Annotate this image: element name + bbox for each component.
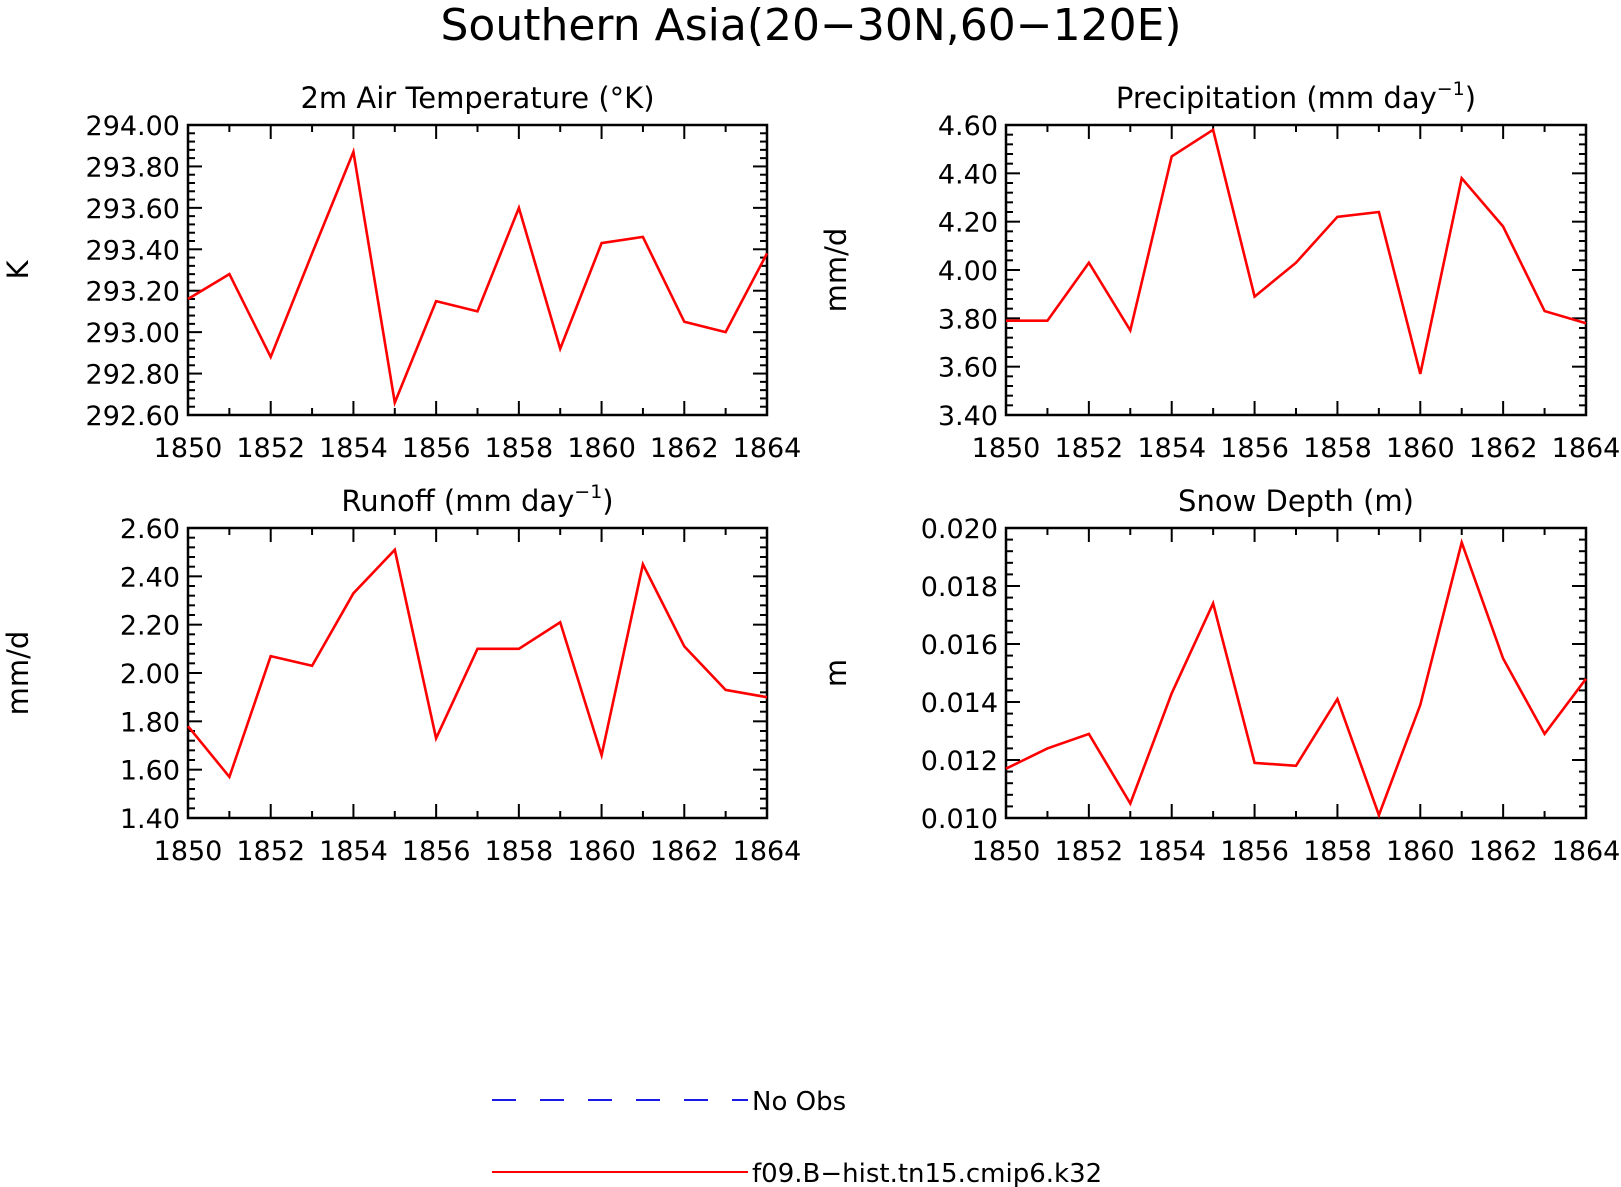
runoff-series-line [186,547,768,780]
temperature-series-line [187,147,769,408]
snow-depth-plot-frame [1004,526,1588,820]
precipitation-ytick-label: 4.40 [938,159,998,190]
snow-depth-ylabel: m [819,659,853,687]
precipitation-panel-title: Precipitation (mm day−1) [1116,78,1476,115]
precipitation-ytick-label: 3.80 [938,304,998,335]
precipitation-series-line [1006,127,1587,375]
snow-depth-xtick-label: 1850 [972,836,1041,867]
runoff-ytick-label: 2.40 [120,562,180,593]
temperature-panel-title: 2m Air Temperature (°K) [300,81,654,115]
precipitation-ytick-label: 3.60 [938,353,998,384]
snow-depth-series-line [1005,538,1588,819]
runoff-xtick-label: 1862 [650,836,719,867]
chart-panels: 1850 1852 1854 1856 1858 1860 1862 1864 292.60 29… [1,78,1620,867]
temperature-xtick-label: 1852 [236,433,305,464]
precipitation-xtick-label: 1858 [1303,433,1372,464]
precipitation-xtick-label: 1862 [1469,433,1538,464]
temperature-xtick-label: 1858 [484,433,553,464]
runoff-xtick-label: 1858 [484,836,553,867]
runoff-xtick-label: 1852 [236,836,305,867]
figure-title: Southern Asia(20−30N,60−120E) [440,0,1181,51]
temperature-ytick-label: 293.80 [86,152,180,183]
temperature-ytick-label: 293.20 [86,277,180,308]
runoff-ylabel: mm/d [1,631,35,716]
legend-label-model: f09.B−hist.tn15.cmip6.k32 [752,1159,1102,1187]
snow-depth-xtick-label: 1852 [1054,836,1123,867]
temperature-ylabel: K [1,260,35,280]
temperature-ytick-label: 294.00 [86,111,180,142]
precipitation-ytick-label: 4.00 [938,256,998,287]
snow-depth-ytick-label: 0.012 [921,746,998,777]
panel-snow-depth: 1850 1852 1854 1856 1858 1860 1862 1864 0.010 0.0… [819,484,1620,867]
temperature-xtick-label: 1856 [402,433,471,464]
snow-depth-xtick-label: 1862 [1469,836,1538,867]
temperature-ytick-label: 292.60 [86,401,180,432]
precipitation-xtick-label: 1854 [1137,433,1206,464]
precipitation-ytick-label: 4.20 [938,208,998,239]
precipitation-xtick-label: 1860 [1386,433,1455,464]
runoff-xtick-label: 1856 [402,836,471,867]
snow-depth-xtick-label: 1864 [1552,836,1621,867]
precipitation-xtick-label: 1864 [1552,433,1621,464]
runoff-ytick-label: 1.80 [120,707,180,738]
snow-depth-ytick-label: 0.020 [921,514,998,545]
runoff-xtick-label: 1860 [567,836,636,867]
runoff-ytick-label: 2.00 [120,659,180,690]
runoff-ytick-label: 2.20 [120,611,180,642]
runoff-ytick-label: 2.60 [120,514,180,545]
temperature-ytick-label: 292.80 [86,360,180,391]
panel-runoff: 1850 1852 1854 1856 1858 1860 1862 1864 1.40 1.60… [1,481,801,867]
panel-temperature: 1850 1852 1854 1856 1858 1860 1862 1864 292.60 29… [1,81,801,464]
precipitation-xtick-label: 1852 [1054,433,1123,464]
snow-depth-ytick-label: 0.016 [921,630,998,661]
precipitation-ylabel: mm/d [819,228,853,313]
legend-label-no-obs: No Obs [752,1087,846,1117]
snow-depth-xtick-label: 1856 [1220,836,1289,867]
temperature-xtick-label: 1850 [154,433,223,464]
runoff-xtick-label: 1864 [733,836,802,867]
temperature-xtick-label: 1854 [319,433,388,464]
temperature-xtick-label: 1862 [650,433,719,464]
temperature-xtick-label: 1860 [567,433,636,464]
snow-depth-xtick-label: 1858 [1303,836,1372,867]
snow-depth-xtick-label: 1854 [1137,836,1206,867]
temperature-xtick-label: 1864 [733,433,802,464]
panel-precipitation: 1850 1852 1854 1856 1858 1860 1862 1864 3.40 3.60… [819,78,1620,464]
runoff-ytick-label: 1.60 [120,756,180,787]
legend: No Obs f09.B−hist.tn15.cmip6.k32 [492,1087,1102,1187]
precipitation-xtick-label: 1850 [972,433,1041,464]
precipitation-xtick-label: 1856 [1220,433,1289,464]
runoff-ytick-label: 1.40 [120,804,180,835]
runoff-xtick-label: 1850 [154,836,223,867]
temperature-plot-frame [186,123,769,417]
runoff-plot-frame [186,526,769,820]
snow-depth-xtick-label: 1860 [1386,836,1455,867]
snow-depth-ytick-label: 0.014 [921,688,998,719]
temperature-ytick-label: 293.40 [86,235,180,266]
snow-depth-panel-title: Snow Depth (m) [1178,484,1414,518]
snow-depth-ytick-label: 0.010 [921,804,998,835]
precipitation-ytick-label: 3.40 [938,401,998,432]
temperature-ytick-label: 293.60 [86,194,180,225]
runoff-panel-title: Runoff (mm day−1) [341,481,613,518]
temperature-ytick-label: 293.00 [86,318,180,349]
snow-depth-ytick-label: 0.018 [921,572,998,603]
runoff-xtick-label: 1854 [319,836,388,867]
precipitation-ytick-label: 4.60 [938,111,998,142]
